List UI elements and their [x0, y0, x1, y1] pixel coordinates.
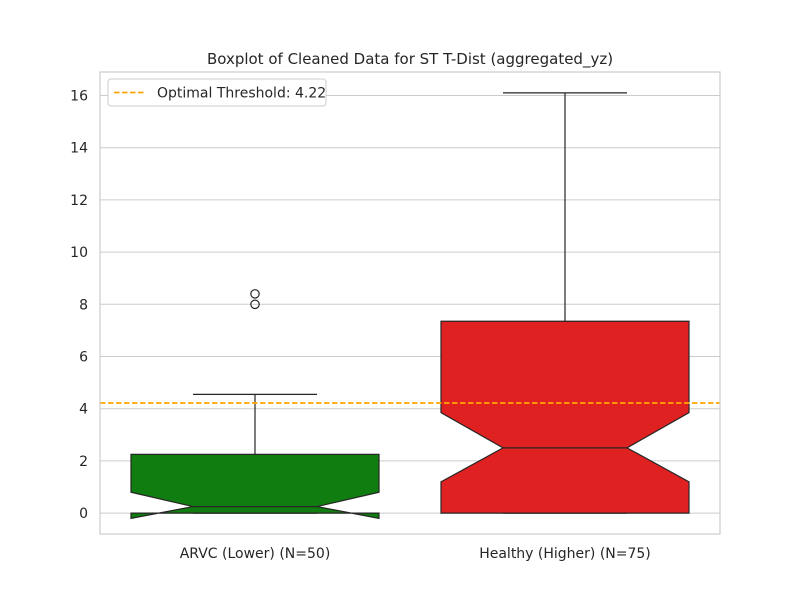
plot-frame [99, 71, 721, 535]
y-tick-label-0: 0 [79, 506, 88, 522]
y-tick-label-6: 12 [70, 193, 88, 209]
y-tick-label-1: 2 [79, 454, 88, 470]
y-tick-label-8: 16 [70, 88, 88, 104]
y-tick-label-2: 4 [79, 402, 88, 418]
outlier-0-0 [250, 299, 260, 310]
y-tick-label-3: 6 [79, 350, 88, 366]
box-group-1 [440, 92, 690, 514]
box-series [130, 92, 690, 520]
legend-label-threshold: Optimal Threshold: 4.22 [157, 86, 326, 102]
x-tick-label-0: ARVC (Lower) (N=50) [180, 546, 331, 562]
chart-title: Boxplot of Cleaned Data for ST T-Dist (a… [207, 50, 613, 69]
legend-box [107, 78, 327, 107]
box-body-1 [440, 320, 690, 514]
legend: Optimal Threshold: 4.22 [107, 78, 327, 107]
x-tick-label-1: Healthy (Higher) (N=75) [479, 546, 651, 562]
outlier-0-1 [250, 289, 260, 299]
y-axis-ticks: 0 2 4 6 8 10 12 14 16 [70, 88, 88, 522]
y-tick-label-5: 10 [70, 245, 88, 261]
y-tick-label-4: 8 [79, 297, 88, 313]
box-group-0 [130, 289, 380, 520]
box-body-0 [130, 453, 380, 520]
x-axis-ticks: ARVC (Lower) (N=50) Healthy (Higher) (N=7… [180, 546, 651, 562]
y-tick-label-7: 14 [70, 141, 88, 157]
